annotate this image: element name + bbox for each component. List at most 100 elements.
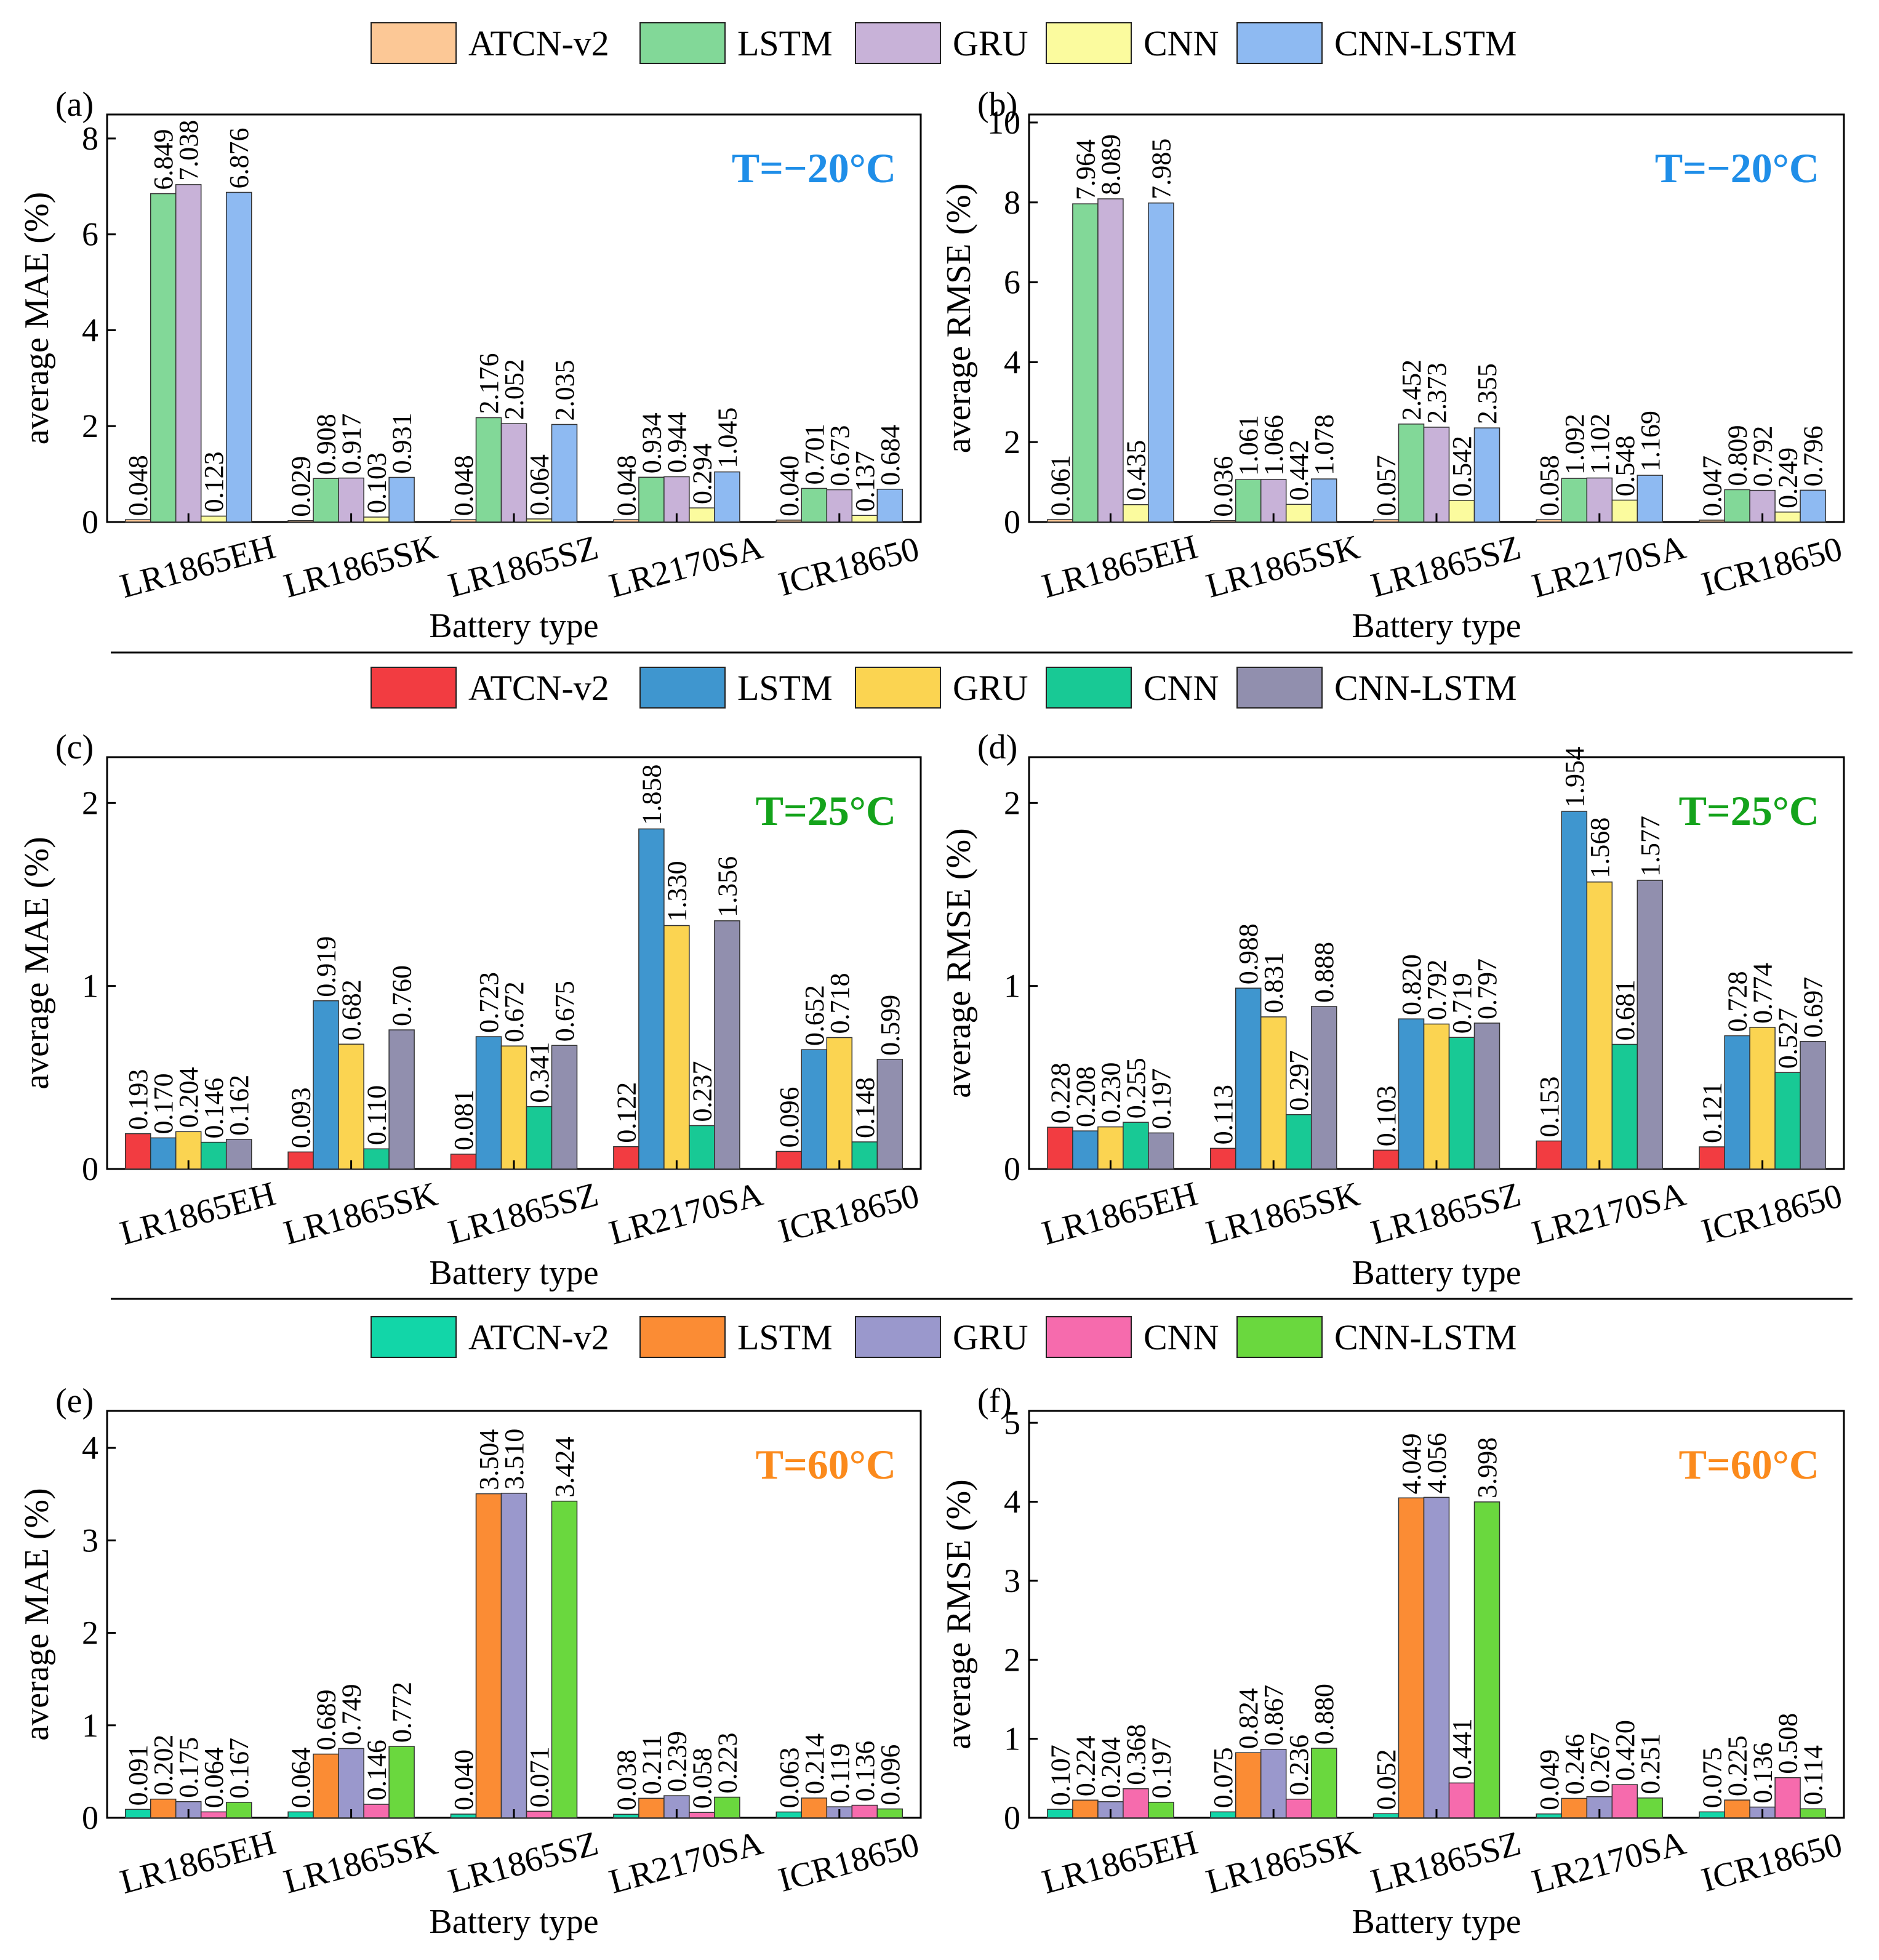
y-tick-label: 8: [1004, 184, 1020, 221]
data-label: 0.114: [1798, 1745, 1829, 1805]
data-label: 0.774: [1748, 963, 1778, 1024]
data-label: 0.048: [449, 455, 479, 516]
data-label: 0.204: [1096, 1737, 1126, 1798]
data-label: 0.170: [148, 1073, 178, 1134]
x-tick-label: LR1865SZ: [1367, 1824, 1524, 1900]
data-label: 0.944: [662, 412, 692, 473]
bar-cnn-lstm-lr2170sa: [1637, 880, 1664, 1170]
legend-swatch-lstm: [639, 1316, 726, 1358]
y-tick-label: 10: [987, 104, 1020, 141]
bar-gru-lr1865eh: [1097, 198, 1124, 523]
x-tick-label: LR1865EH: [1038, 1823, 1201, 1902]
data-label: 0.123: [199, 451, 229, 512]
data-label: 0.036: [1208, 456, 1238, 517]
y-tick-label: 1: [82, 1707, 98, 1744]
bar-atcn-v2-lr1865eh: [124, 1133, 151, 1170]
data-label: 0.548: [1610, 435, 1640, 496]
data-label: 0.728: [1723, 971, 1753, 1032]
temperature-annotation: T=60°C: [756, 1441, 896, 1488]
x-tick-label: LR1865EH: [116, 528, 279, 606]
data-label: 1.102: [1585, 413, 1615, 474]
bar-lstm-lr1865sk: [1235, 479, 1262, 523]
data-label: 7.985: [1146, 139, 1176, 199]
data-label: 0.917: [337, 414, 367, 475]
bar-cnn-lr1865sk: [363, 1148, 390, 1170]
y-tick-label: 2: [82, 1615, 98, 1652]
data-label: 0.197: [1146, 1738, 1176, 1799]
bar-gru-lr1865sk: [1260, 1748, 1287, 1818]
x-tick-label: LR1865EH: [1038, 1175, 1201, 1253]
y-axis-title: average MAE (%): [18, 192, 56, 444]
x-axis-title: Battery type: [429, 607, 598, 645]
bar-cnn-lstm-lr1865sk: [1310, 1006, 1337, 1170]
bar-lstm-lr1865sz: [475, 1493, 502, 1818]
data-label: 0.202: [148, 1735, 178, 1796]
legend-label-cnn: CNN: [1144, 1317, 1219, 1357]
data-label: 2.355: [1472, 363, 1502, 424]
data-label: 0.684: [875, 425, 905, 486]
bar-atcn-v2-lr1865eh: [124, 1809, 151, 1818]
x-tick-label: LR1865SK: [280, 1175, 442, 1253]
data-label: 0.103: [1371, 1085, 1401, 1146]
data-label: 0.091: [123, 1745, 153, 1805]
bar-atcn-v2-lr1865sk: [287, 520, 314, 523]
bar-atcn-v2-icr18650: [775, 1811, 803, 1818]
bar-cnn-icr18650: [1774, 512, 1801, 523]
x-tick-label: LR2170SA: [605, 528, 767, 606]
bar-atcn-v2-lr2170sa: [613, 519, 639, 523]
data-label: 0.049: [1534, 1749, 1564, 1810]
data-label: 0.052: [1371, 1749, 1401, 1810]
bar-lstm-lr1865eh: [1072, 1130, 1099, 1170]
bar-lstm-lr2170sa: [638, 476, 665, 523]
x-axis-title: Battery type: [1352, 1254, 1521, 1292]
x-tick-label: LR1865SK: [1202, 1175, 1364, 1253]
bar-cnn-lr1865sk: [363, 516, 390, 523]
bar-cnn-lr2170sa: [1611, 1043, 1638, 1170]
bar-gru-lr1865sk: [338, 1043, 364, 1170]
data-label: 0.175: [174, 1737, 204, 1798]
bar-cnn-lstm-lr2170sa: [1637, 1797, 1664, 1818]
legend-swatch-cnn-lstm: [1236, 22, 1323, 64]
data-label: 0.420: [1610, 1720, 1640, 1781]
data-label: 0.148: [850, 1077, 880, 1138]
bar-lstm-lr2170sa: [638, 1797, 665, 1818]
y-tick-label: 1: [1004, 1721, 1020, 1757]
temperature-annotation: T=25°C: [756, 787, 896, 834]
data-label: 0.058: [687, 1748, 717, 1809]
data-label: 0.652: [799, 985, 830, 1046]
x-axis-title: Battery type: [1352, 1903, 1521, 1941]
legend-label-gru: GRU: [953, 1317, 1028, 1357]
data-label: 0.723: [474, 972, 504, 1033]
legend-swatch-lstm: [639, 667, 726, 709]
bar-cnn-lr1865eh: [200, 1811, 227, 1818]
legend-swatch-atcn-v2: [371, 667, 457, 709]
data-label: 0.236: [1284, 1735, 1314, 1796]
legend-swatch-gru: [855, 22, 941, 64]
legend-label-lstm: LSTM: [737, 23, 833, 63]
bar-lstm-lr1865sk: [313, 1000, 339, 1170]
legend-swatch-cnn: [1046, 1316, 1132, 1358]
bar-cnn-lstm-lr1865eh: [1148, 1132, 1174, 1170]
y-tick-label: 4: [82, 311, 98, 348]
bar-atcn-v2-lr2170sa: [613, 1813, 639, 1818]
bar-lstm-lr1865eh: [150, 193, 177, 523]
data-label: 0.297: [1284, 1050, 1314, 1111]
data-label: 0.107: [1045, 1745, 1075, 1805]
y-tick-label: 8: [82, 120, 98, 157]
data-label: 4.056: [1422, 1432, 1452, 1493]
x-tick-label: ICR18650: [1697, 1825, 1846, 1899]
temperature-annotation: T=−20°C: [1655, 145, 1819, 191]
temperature-annotation: T=−20°C: [732, 145, 896, 191]
bar-atcn-v2-lr1865sz: [1372, 519, 1400, 523]
bar-atcn-v2-lr1865sz: [450, 519, 477, 523]
data-label: 0.908: [311, 414, 342, 475]
data-label: 0.110: [362, 1085, 392, 1145]
bar-gru-icr18650: [1749, 1027, 1776, 1170]
data-label: 0.096: [875, 1745, 905, 1805]
temperature-annotation: T=60°C: [1679, 1441, 1819, 1488]
x-tick-label: LR1865SZ: [444, 1175, 602, 1251]
y-tick-label: 3: [82, 1522, 98, 1559]
data-label: 7.038: [174, 120, 204, 181]
bar-cnn-lstm-icr18650: [876, 488, 903, 523]
